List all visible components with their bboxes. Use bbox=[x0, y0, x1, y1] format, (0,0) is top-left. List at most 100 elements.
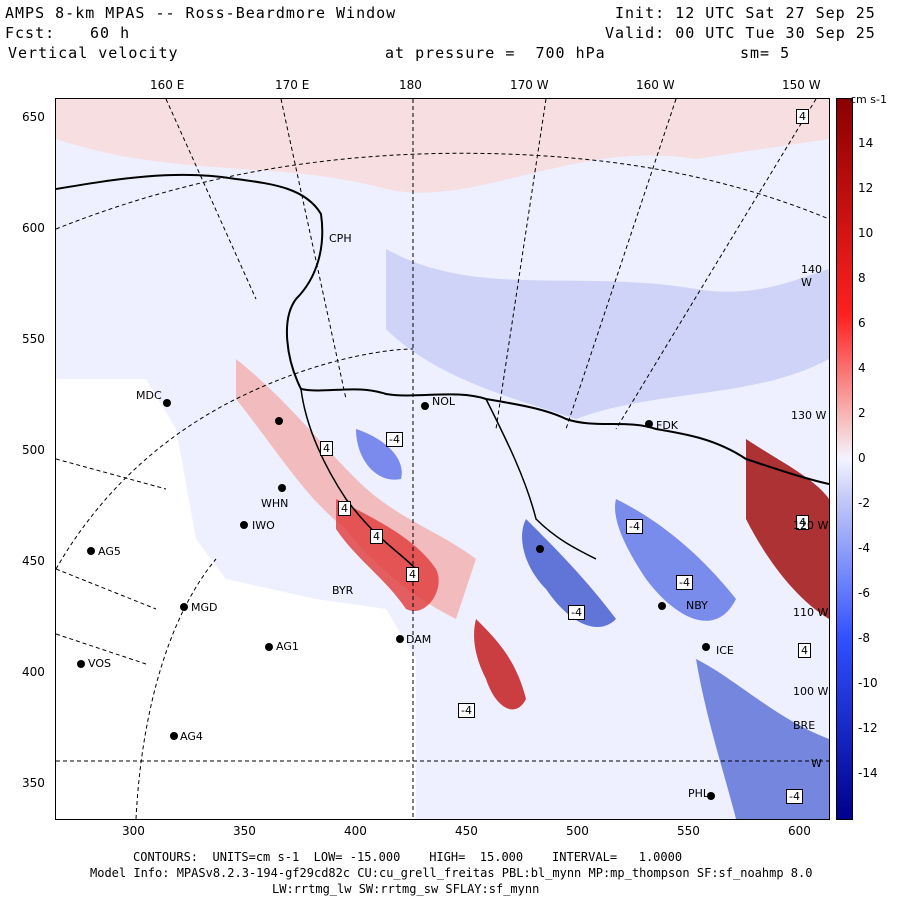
contour-label: -4 bbox=[676, 575, 693, 590]
colorbar bbox=[836, 98, 853, 820]
bottom-axis-label: 300 bbox=[122, 824, 145, 838]
left-axis-label: 650 bbox=[22, 110, 45, 124]
model-info: Model Info: MPASv8.2.3-194-gf29cd82c CU:… bbox=[90, 866, 813, 880]
station-dot bbox=[707, 792, 715, 800]
colorbar-tick: 2 bbox=[858, 406, 866, 420]
contour-label: 4 bbox=[370, 529, 383, 544]
contour-label: -4 bbox=[568, 605, 585, 620]
updraft-core bbox=[474, 619, 526, 710]
colorbar-tick: 8 bbox=[858, 271, 866, 285]
station-dot bbox=[645, 420, 653, 428]
meridian-line bbox=[56, 568, 157, 610]
contour-label: 4 bbox=[320, 441, 333, 456]
positive-band bbox=[56, 99, 829, 193]
station-label: NOL bbox=[432, 395, 456, 408]
station-label: PHL bbox=[688, 787, 710, 800]
colorbar-tick: -4 bbox=[858, 541, 870, 555]
station-dot bbox=[163, 399, 171, 407]
station-dot bbox=[240, 521, 248, 529]
meridian-label: 130 W bbox=[791, 409, 827, 422]
station-dot bbox=[396, 635, 404, 643]
field-name: Vertical velocity bbox=[8, 44, 179, 62]
colorbar-tick: 12 bbox=[858, 181, 874, 195]
station-dot bbox=[265, 643, 273, 651]
station-dot bbox=[536, 545, 544, 553]
station-dot bbox=[180, 603, 188, 611]
colorbar-tick: 14 bbox=[858, 136, 874, 150]
colorbar-tick: -14 bbox=[858, 766, 878, 780]
colorbar-tick: 6 bbox=[858, 316, 866, 330]
pressure-level: at pressure = 700 hPa bbox=[385, 44, 606, 62]
colorbar-tick: 0 bbox=[858, 451, 866, 465]
model-info-2: LW:rrtmg_lw SW:rrtmg_sw SFLAY:sf_mynn bbox=[272, 882, 540, 896]
left-axis-label: 600 bbox=[22, 221, 45, 235]
velocity-map[interactable]: CPH MDC NOL FDK WHN IWO AG5 MGD AG1 VOS … bbox=[55, 98, 830, 820]
meridian-line bbox=[165, 99, 257, 300]
colorbar-tick: 4 bbox=[858, 361, 866, 375]
downdraft-core bbox=[615, 499, 736, 621]
top-axis-label: 150 W bbox=[782, 78, 821, 92]
downdraft-core bbox=[696, 659, 829, 819]
station-dot bbox=[421, 402, 429, 410]
colorbar-tick: -6 bbox=[858, 586, 870, 600]
meridian-label: 110 W bbox=[793, 606, 829, 619]
station-dot bbox=[658, 602, 666, 610]
station-label: AG1 bbox=[276, 640, 299, 653]
meridian-line bbox=[615, 99, 817, 430]
station-label: FDK bbox=[656, 419, 679, 432]
station-dot bbox=[170, 732, 178, 740]
forecast-hour: 60 h bbox=[90, 24, 131, 42]
station-dot bbox=[278, 484, 286, 492]
station-label: AG5 bbox=[98, 545, 121, 558]
colorbar-tick: -12 bbox=[858, 721, 878, 735]
station-label: MGD bbox=[191, 601, 218, 614]
meridian-line bbox=[56, 458, 167, 490]
bottom-axis-label: 500 bbox=[566, 824, 589, 838]
top-axis-label: 160 E bbox=[150, 78, 185, 92]
left-axis-label: 450 bbox=[22, 554, 45, 568]
contour-label: -4 bbox=[786, 789, 803, 804]
contour-label: -4 bbox=[626, 519, 643, 534]
station-label: VOS bbox=[88, 657, 111, 670]
contour-label: -4 bbox=[386, 432, 403, 447]
bottom-axis-label: 600 bbox=[788, 824, 811, 838]
bottom-axis-label: 400 bbox=[344, 824, 367, 838]
station-label: ICE bbox=[716, 644, 734, 657]
colorbar-units: cm s-1 bbox=[850, 93, 887, 106]
map-title: AMPS 8-km MPAS -- Ross-Beardmore Window bbox=[5, 4, 397, 22]
left-axis-label: 350 bbox=[22, 776, 45, 790]
contour-label: 4 bbox=[338, 501, 351, 516]
contour-label: -4 bbox=[458, 703, 475, 718]
meridian-line bbox=[565, 99, 677, 430]
meridian-label: 120 W bbox=[793, 519, 829, 532]
init-time: Init: 12 UTC Sat 27 Sep 25 bbox=[615, 4, 876, 22]
coastline bbox=[485, 398, 597, 560]
station-label: CPH bbox=[329, 232, 352, 245]
forecast-label: Fcst: bbox=[5, 24, 56, 42]
meridian-label: W bbox=[811, 757, 822, 770]
contour-info: CONTOURS: UNITS=cm s-1 LOW= -15.000 HIGH… bbox=[133, 850, 683, 864]
left-axis-label: 400 bbox=[22, 665, 45, 679]
top-axis-label: 170 E bbox=[275, 78, 310, 92]
latitude-circle bbox=[56, 152, 829, 230]
station-dot bbox=[87, 547, 95, 555]
station-label: MDC bbox=[136, 389, 162, 402]
meridian-line bbox=[280, 99, 347, 400]
bottom-axis-label: 550 bbox=[677, 824, 700, 838]
colorbar-tick: -10 bbox=[858, 676, 878, 690]
latitude-circle bbox=[135, 558, 217, 819]
station-label: WHN bbox=[261, 497, 289, 510]
station-dot bbox=[77, 660, 85, 668]
station-label: AG4 bbox=[180, 730, 203, 743]
bottom-axis-label: 350 bbox=[233, 824, 256, 838]
colorbar-tick: -8 bbox=[858, 631, 870, 645]
coastline bbox=[300, 388, 417, 570]
coastline bbox=[56, 173, 829, 485]
colorbar-tick: 10 bbox=[858, 226, 874, 240]
contour-label: 4 bbox=[796, 515, 809, 530]
downdraft-core bbox=[522, 519, 616, 628]
valid-time: Valid: 00 UTC Tue 30 Sep 25 bbox=[605, 24, 876, 42]
station-label: BRE bbox=[793, 719, 816, 732]
negative-band bbox=[386, 249, 829, 419]
map-canvas bbox=[56, 99, 829, 819]
